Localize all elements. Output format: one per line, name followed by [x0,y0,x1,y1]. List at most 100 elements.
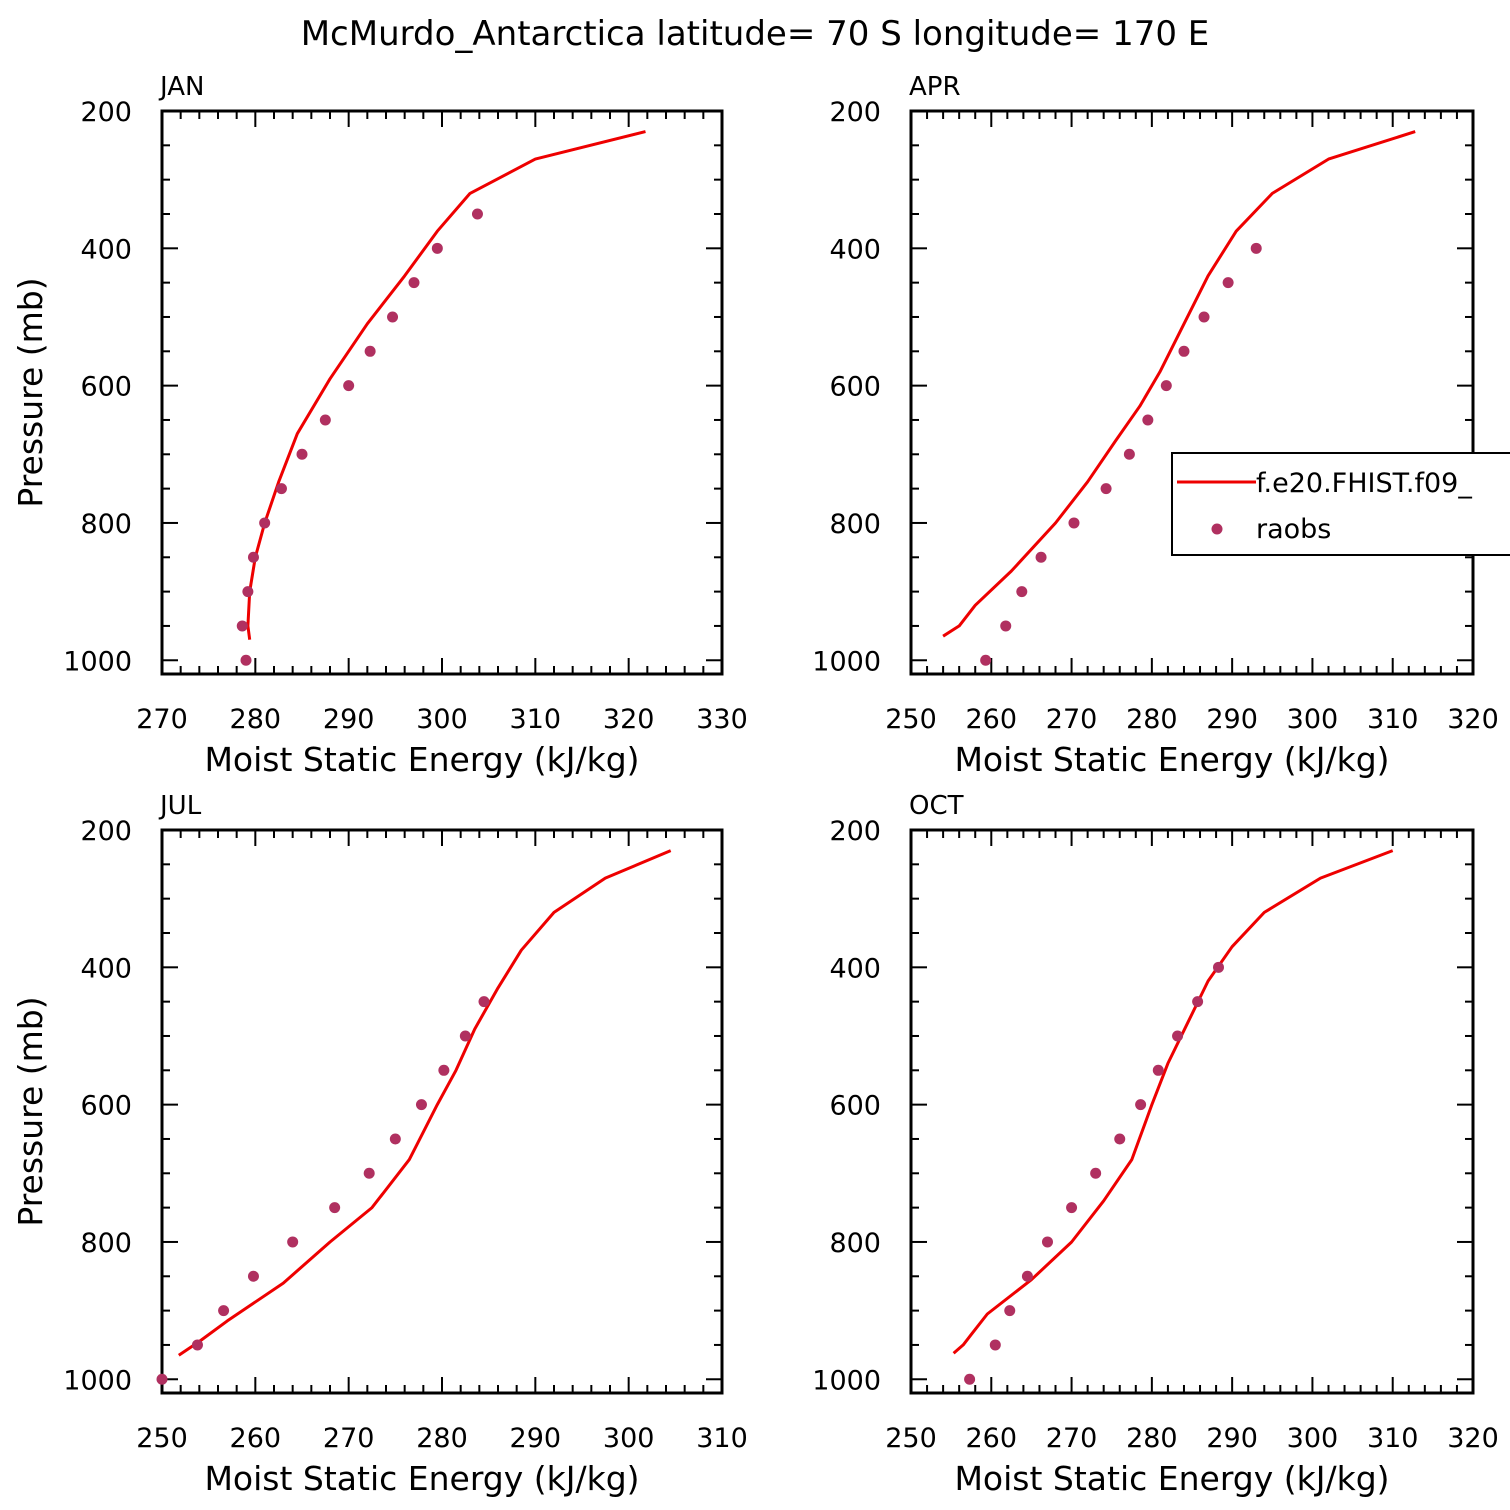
obs-point [1004,1305,1016,1317]
model-line [942,130,1416,638]
obs-point [387,311,399,323]
obs-point [364,345,376,357]
legend-obs-swatch [1211,523,1223,535]
obs-point [296,448,308,460]
obs-point [1160,380,1172,392]
x-tick-label: 300 [603,1423,655,1454]
y-tick-label: 400 [80,234,132,265]
x-tick-label: 270 [1046,704,1098,735]
obs-point [247,1270,259,1282]
obs-point [438,1064,450,1076]
obs-point [431,242,443,254]
obs-point [218,1305,230,1317]
obs-point [1066,1202,1078,1214]
obs-point [964,1373,976,1385]
obs-point [415,1099,427,1111]
legend: f.e20.FHIST.f09_raobs [1171,452,1510,556]
y-tick-label: 1000 [63,646,132,677]
figure-title: McMurdo_Antarctica latitude= 70 S longit… [301,14,1210,54]
panel-oct: 250 260 270 280 290 300 310 320 200 400 600 800 1000… [812,791,1498,1498]
y-tick-label: 1000 [812,646,881,677]
y-tick-label: 1000 [812,1365,881,1396]
panel-jul: 250 260 270 280 290 300 310 200 400 600 800 1000 JUL… [11,791,748,1498]
panel-label: OCT [909,791,964,821]
x-tick-label: 280 [1126,1423,1178,1454]
obs-point [471,208,483,220]
obs-point [259,517,271,529]
y-tick-label: 600 [80,372,132,403]
x-tick-label: 270 [136,704,188,735]
obs-point [980,654,992,666]
obs-point [156,1373,168,1385]
obs-point [1000,620,1012,632]
y-tick-label: 400 [829,234,881,265]
x-tick-label: 300 [1287,1423,1339,1454]
obs-point [989,1339,1001,1351]
panel-jan: 270 280 290 300 310 320 330 200 400 600 800 1000 JAN… [11,72,748,779]
obs-point [478,996,490,1008]
x-tick-label: 290 [1206,1423,1258,1454]
panel-apr: 250 260 270 280 290 300 310 320 200 400 600 800 1000… [812,72,1498,779]
x-tick-label: 260 [966,704,1018,735]
obs-point [1123,448,1135,460]
y-tick-label: 200 [829,97,881,128]
obs-point [1222,277,1234,289]
x-tick-label: 310 [510,704,562,735]
obs-point [319,414,331,426]
obs-point [1178,345,1190,357]
x-tick-label: 260 [230,1423,282,1454]
obs-point [1114,1133,1126,1145]
x-tick-label: 270 [1046,1423,1098,1454]
y-tick-label: 600 [829,1091,881,1122]
obs-point [1192,996,1204,1008]
x-tick-label: 250 [136,1423,188,1454]
obs-point [287,1236,299,1248]
y-tick-label: 400 [80,953,132,984]
x-tick-label: 320 [1447,704,1499,735]
obs-point [1142,414,1154,426]
obs-point [1016,586,1028,598]
x-tick-label: 290 [510,1423,562,1454]
x-tick-label: 300 [416,704,468,735]
legend-obs-label: raobs [1256,514,1331,545]
obs-point [329,1202,341,1214]
obs-point [1090,1167,1102,1179]
obs-point [247,551,259,563]
x-tick-label: 250 [885,1423,937,1454]
obs-point [1198,311,1210,323]
x-tick-label: 290 [323,704,375,735]
obs-point [1172,1030,1184,1042]
y-tick-label: 200 [829,816,881,847]
panels: 270 280 290 300 310 320 330 200 400 600 800 1000 JAN… [11,72,1499,1498]
x-tick-label: 270 [323,1423,375,1454]
y-tick-label: 400 [829,953,881,984]
legend-model-label: f.e20.FHIST.f09_ [1256,468,1472,499]
obs-point [1250,242,1262,254]
obs-point [1100,483,1112,495]
panel-label: APR [909,72,961,102]
x-axis-label: Moist Static Energy (kJ/kg) [204,740,639,779]
y-tick-label: 800 [80,1228,132,1259]
y-tick-label: 200 [80,97,132,128]
obs-point [275,483,287,495]
plot-frame [909,109,1475,676]
x-tick-label: 300 [1287,704,1339,735]
obs-point [1021,1270,1033,1282]
obs-point [1041,1236,1053,1248]
legend-box [1171,452,1510,556]
y-tick-label: 600 [80,1091,132,1122]
y-axis-label: Pressure (mb) [11,277,50,507]
x-tick-label: 280 [1126,704,1178,735]
x-tick-label: 260 [966,1423,1018,1454]
y-tick-label: 800 [829,1228,881,1259]
panel-label: JAN [158,72,204,102]
obs-point [240,654,252,666]
model-line [177,849,672,1357]
x-tick-label: 310 [1367,1423,1419,1454]
obs-point [408,277,420,289]
obs-point [242,586,254,598]
y-axis-label: Pressure (mb) [11,996,50,1226]
y-tick-label: 600 [829,372,881,403]
y-tick-label: 800 [80,509,132,540]
